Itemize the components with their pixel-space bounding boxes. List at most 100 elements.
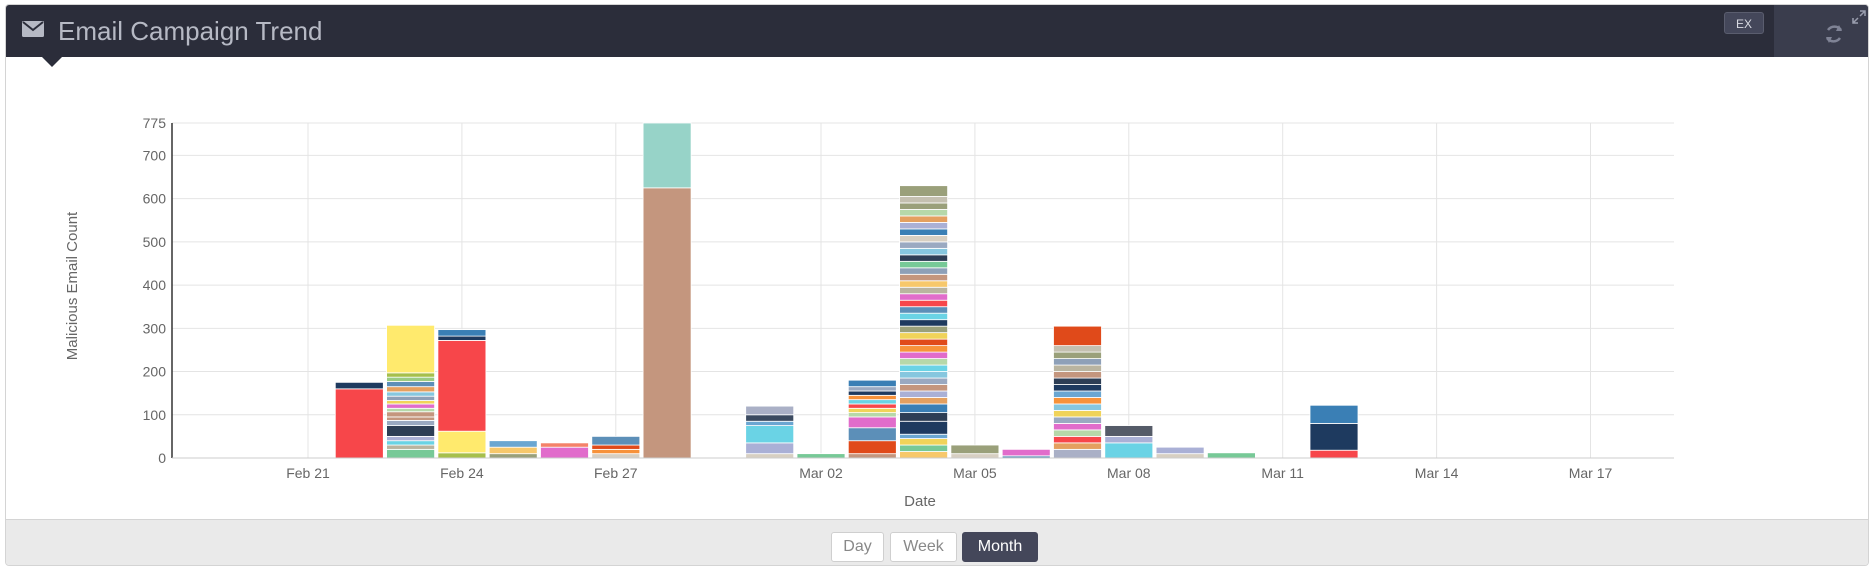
bar-segment[interactable] xyxy=(796,453,846,459)
bar-segment[interactable] xyxy=(899,444,948,452)
bar-segment[interactable] xyxy=(847,386,897,392)
bar-segment[interactable] xyxy=(1309,404,1359,424)
bar-segment[interactable] xyxy=(899,377,948,385)
bar-stack[interactable] xyxy=(488,440,538,459)
bar-segment[interactable] xyxy=(1309,423,1359,451)
bar-segment[interactable] xyxy=(642,187,692,459)
bar-segment[interactable] xyxy=(745,442,795,455)
bar-segment[interactable] xyxy=(899,254,948,262)
bar-stack[interactable] xyxy=(1155,446,1205,459)
bar-segment[interactable] xyxy=(745,453,795,459)
bar-segment[interactable] xyxy=(899,364,948,372)
bar-segment[interactable] xyxy=(899,438,948,446)
bar-segment[interactable] xyxy=(899,338,948,347)
bar-segment[interactable] xyxy=(899,384,948,392)
bar-segment[interactable] xyxy=(1309,449,1359,459)
bar-stack[interactable] xyxy=(796,453,846,459)
bar-segment[interactable] xyxy=(437,452,487,459)
bar-segment[interactable] xyxy=(437,340,487,432)
bar-segment[interactable] xyxy=(899,420,948,435)
bar-segment[interactable] xyxy=(1053,377,1102,385)
bar-segment[interactable] xyxy=(591,453,641,459)
bar-segment[interactable] xyxy=(899,319,948,327)
bar-segment[interactable] xyxy=(899,403,948,414)
bar-segment[interactable] xyxy=(386,419,436,426)
bar-segment[interactable] xyxy=(847,403,897,409)
bar-segment[interactable] xyxy=(1053,442,1102,450)
bar-segment[interactable] xyxy=(1053,423,1102,431)
bar-segment[interactable] xyxy=(1053,358,1102,366)
bar-segment[interactable] xyxy=(591,448,641,455)
bar-segment[interactable] xyxy=(386,381,436,388)
bar-segment[interactable] xyxy=(899,299,948,308)
bar-segment[interactable] xyxy=(1053,429,1102,437)
bar-segment[interactable] xyxy=(847,416,897,429)
bar-segment[interactable] xyxy=(899,215,948,223)
bar-segment[interactable] xyxy=(386,395,436,401)
bar-segment[interactable] xyxy=(1155,446,1205,455)
bar-segment[interactable] xyxy=(899,222,948,230)
bar-segment[interactable] xyxy=(386,391,436,397)
bar-segment[interactable] xyxy=(591,435,641,446)
bar-stack[interactable] xyxy=(540,442,589,459)
bar-segment[interactable] xyxy=(1053,435,1102,444)
bar-segment[interactable] xyxy=(899,260,948,269)
bar-stack[interactable] xyxy=(642,122,692,459)
bar-segment[interactable] xyxy=(386,440,436,446)
bar-segment[interactable] xyxy=(386,407,436,413)
bar-segment[interactable] xyxy=(899,267,948,275)
bar-segment[interactable] xyxy=(899,390,948,398)
bar-segment[interactable] xyxy=(899,332,948,340)
bar-segment[interactable] xyxy=(1053,325,1102,347)
bar-stack[interactable] xyxy=(1053,325,1102,459)
bar-stack[interactable] xyxy=(847,379,897,459)
bar-segment[interactable] xyxy=(488,453,538,459)
bar-segment[interactable] xyxy=(847,390,897,396)
day-button[interactable]: Day xyxy=(831,532,884,562)
bar-segment[interactable] xyxy=(386,403,436,409)
bar-segment[interactable] xyxy=(847,440,897,455)
bar-segment[interactable] xyxy=(899,358,948,366)
bar-segment[interactable] xyxy=(386,376,436,382)
bar-segment[interactable] xyxy=(334,381,384,390)
bar-segment[interactable] xyxy=(591,444,641,450)
bar-segment[interactable] xyxy=(899,280,948,288)
bar-segment[interactable] xyxy=(745,414,795,422)
bar-stack[interactable] xyxy=(386,324,436,459)
bar-segment[interactable] xyxy=(847,379,897,388)
bar-segment[interactable] xyxy=(1053,384,1102,392)
bar-segment[interactable] xyxy=(847,453,897,459)
bar-segment[interactable] xyxy=(1053,364,1102,372)
export-button[interactable]: EX xyxy=(1724,12,1764,34)
bar-stack[interactable] xyxy=(1001,448,1051,459)
bar-segment[interactable] xyxy=(437,430,487,454)
bar-segment[interactable] xyxy=(899,185,948,197)
bar-segment[interactable] xyxy=(1053,448,1102,459)
bar-segment[interactable] xyxy=(386,425,436,437)
bar-segment[interactable] xyxy=(899,273,948,282)
expand-icon[interactable] xyxy=(1852,10,1866,24)
bar-stack[interactable] xyxy=(334,381,384,459)
month-button[interactable]: Month xyxy=(962,532,1038,562)
bar-segment[interactable] xyxy=(950,444,1000,455)
bar-segment[interactable] xyxy=(950,453,1000,459)
bar-segment[interactable] xyxy=(899,247,948,256)
bar-stack[interactable] xyxy=(591,435,641,459)
bar-segment[interactable] xyxy=(1053,397,1102,405)
bar-segment[interactable] xyxy=(847,407,897,414)
bar-segment[interactable] xyxy=(386,448,436,459)
bar-segment[interactable] xyxy=(899,345,948,353)
bar-segment[interactable] xyxy=(540,442,589,448)
bar-segment[interactable] xyxy=(899,241,948,249)
bar-segment[interactable] xyxy=(386,372,436,378)
bar-segment[interactable] xyxy=(437,329,487,337)
week-button[interactable]: Week xyxy=(890,532,957,562)
bar-segment[interactable] xyxy=(488,440,538,448)
bar-segment[interactable] xyxy=(847,427,897,442)
bar-segment[interactable] xyxy=(745,425,795,444)
bar-stack[interactable] xyxy=(1309,404,1359,459)
bar-stack[interactable] xyxy=(745,405,795,459)
bar-segment[interactable] xyxy=(386,324,436,374)
bar-segment[interactable] xyxy=(899,234,948,243)
bar-segment[interactable] xyxy=(540,446,589,459)
